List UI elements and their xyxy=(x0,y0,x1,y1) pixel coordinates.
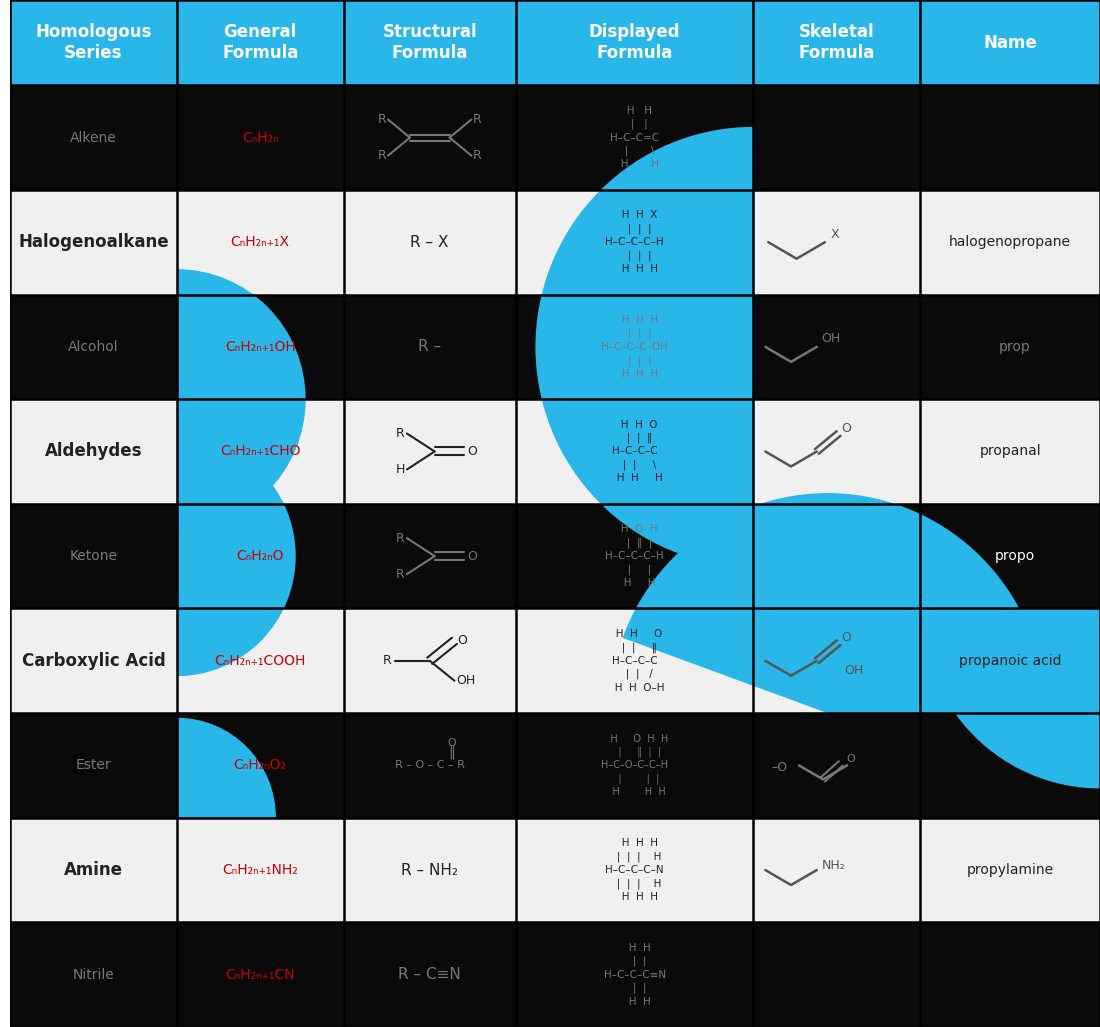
Text: propylamine: propylamine xyxy=(967,863,1054,877)
Text: Ketone: Ketone xyxy=(69,549,118,563)
Wedge shape xyxy=(623,493,1045,713)
Text: CₙH₂ₙ₊₁CN: CₙH₂ₙ₊₁CN xyxy=(226,967,295,982)
Text: O: O xyxy=(842,422,851,435)
Text: CₙH₂ₙO₂: CₙH₂ₙO₂ xyxy=(233,758,287,772)
Text: Alkene: Alkene xyxy=(70,130,117,145)
Text: R – C≡N: R – C≡N xyxy=(398,967,461,982)
Text: CₙH₂ₙ: CₙH₂ₙ xyxy=(242,130,278,145)
Text: O: O xyxy=(458,635,468,647)
Text: R: R xyxy=(473,149,482,162)
Text: Structural
Formula: Structural Formula xyxy=(383,24,477,62)
Bar xyxy=(10,922,1100,1027)
Text: R: R xyxy=(377,113,386,126)
Text: Aldehydes: Aldehydes xyxy=(45,443,142,460)
Text: H     O  H  H
   |     ‖  |  |
H–C–O–C–C–H
   |        |  |
   H        H  H: H O H H | ‖ | | H–C–O–C–C–H | | | H H H xyxy=(601,733,668,797)
Text: H   H
   |   |
H–C–C=C
   |       \
   H       H: H H | | H–C–C=C | \ H H xyxy=(610,106,659,169)
Bar xyxy=(10,295,1100,400)
Text: Displayed
Formula: Displayed Formula xyxy=(588,24,681,62)
Bar xyxy=(10,504,1100,608)
Text: Homologous
Series: Homologous Series xyxy=(35,24,152,62)
Text: NH₂: NH₂ xyxy=(822,859,846,872)
Text: propanoic acid: propanoic acid xyxy=(959,654,1062,668)
Text: R – O – C – R: R – O – C – R xyxy=(395,760,464,770)
Text: X: X xyxy=(830,228,839,240)
Text: halogenopropane: halogenopropane xyxy=(949,235,1071,250)
Text: O: O xyxy=(447,738,455,749)
Text: H  O  H
   |  ‖  |
H–C–C–C–H
   |     |
   H     H: H O H | ‖ | H–C–C–C–H | | H H xyxy=(605,524,664,588)
Text: ‖: ‖ xyxy=(448,745,455,759)
Text: Skeletal
Formula: Skeletal Formula xyxy=(799,24,875,62)
Text: Nitrile: Nitrile xyxy=(73,967,114,982)
Text: prop: prop xyxy=(999,340,1031,354)
Bar xyxy=(10,817,1100,922)
Text: Halogenoalkane: Halogenoalkane xyxy=(19,233,168,252)
Wedge shape xyxy=(536,127,754,567)
Text: R – NH₂: R – NH₂ xyxy=(402,863,459,877)
Text: Name: Name xyxy=(983,34,1037,51)
Text: –O: –O xyxy=(771,761,788,774)
Bar xyxy=(10,400,1100,504)
Text: Alcohol: Alcohol xyxy=(68,340,119,354)
Text: CₙH₂ₙO: CₙH₂ₙO xyxy=(236,549,284,563)
Wedge shape xyxy=(922,608,1100,789)
Text: O: O xyxy=(468,549,477,563)
Text: R –: R – xyxy=(418,339,441,354)
Text: H  H  O
   |  |  ‖
H–C–C–C
   |  |     \
   H  H     H: H H O | | ‖ H–C–C–C | | \ H H H xyxy=(607,420,662,484)
Wedge shape xyxy=(177,718,276,817)
Text: General
Formula: General Formula xyxy=(222,24,298,62)
Wedge shape xyxy=(177,436,296,676)
Text: OH: OH xyxy=(845,664,864,677)
Text: CₙH₂ₙ₊₁CHO: CₙH₂ₙ₊₁CHO xyxy=(220,445,300,458)
Text: OH: OH xyxy=(822,333,842,345)
Text: CₙH₂ₙ₊₁COOH: CₙH₂ₙ₊₁COOH xyxy=(214,654,306,668)
Text: CₙH₂ₙ₊₁OH: CₙH₂ₙ₊₁OH xyxy=(224,340,296,354)
Text: R: R xyxy=(473,113,482,126)
Text: Ester: Ester xyxy=(76,758,111,772)
Text: OH: OH xyxy=(456,675,476,687)
Bar xyxy=(10,713,1100,817)
Text: R: R xyxy=(383,654,392,668)
Text: CₙH₂ₙ₊₁X: CₙH₂ₙ₊₁X xyxy=(231,235,289,250)
Text: H  H
   |  |
H–C–C–C≡N
   |  |
   H  H: H H | | H–C–C–C≡N | | H H xyxy=(604,943,666,1006)
Text: R – X: R – X xyxy=(410,235,449,250)
Text: O: O xyxy=(468,445,477,458)
Text: H  H  H
   |  |  |
H–C–C–C–OH
   |  |  |
   H  H  H: H H H | | | H–C–C–C–OH | | | H H H xyxy=(602,315,668,379)
Text: R: R xyxy=(396,427,405,440)
Text: H: H xyxy=(395,463,405,476)
Text: Carboxylic Acid: Carboxylic Acid xyxy=(22,652,165,670)
Bar xyxy=(10,85,1100,190)
Text: CₙH₂ₙ₊₁NH₂: CₙH₂ₙ₊₁NH₂ xyxy=(222,863,298,877)
Wedge shape xyxy=(226,0,747,85)
Text: Amine: Amine xyxy=(64,861,123,879)
Text: H  H  X
   |  |  |
H–C–C–C–H
   |  |  |
   H  H  H: H H X | | | H–C–C–C–H | | | H H H xyxy=(605,211,664,274)
Bar xyxy=(10,190,1100,295)
Bar xyxy=(10,608,1100,713)
Bar xyxy=(10,0,1100,85)
Text: R: R xyxy=(396,532,405,544)
Text: H  H  H
   |  |  |    H
H–C–C–C–N
   |  |  |    H
   H  H  H: H H H | | | H H–C–C–C–N | | | H H H H xyxy=(605,838,664,902)
Text: propanal: propanal xyxy=(979,445,1041,458)
Text: R: R xyxy=(377,149,386,162)
Text: O: O xyxy=(847,755,856,764)
Text: H  H     O
   |  |     ‖
H–C–C–C
   |  |   /
   H  H  O–H: H H O | | ‖ H–C–C–C | | / H H O–H xyxy=(605,629,664,692)
Text: propo: propo xyxy=(994,549,1035,563)
Wedge shape xyxy=(177,269,306,529)
Text: R: R xyxy=(396,568,405,580)
Text: O: O xyxy=(842,632,851,644)
